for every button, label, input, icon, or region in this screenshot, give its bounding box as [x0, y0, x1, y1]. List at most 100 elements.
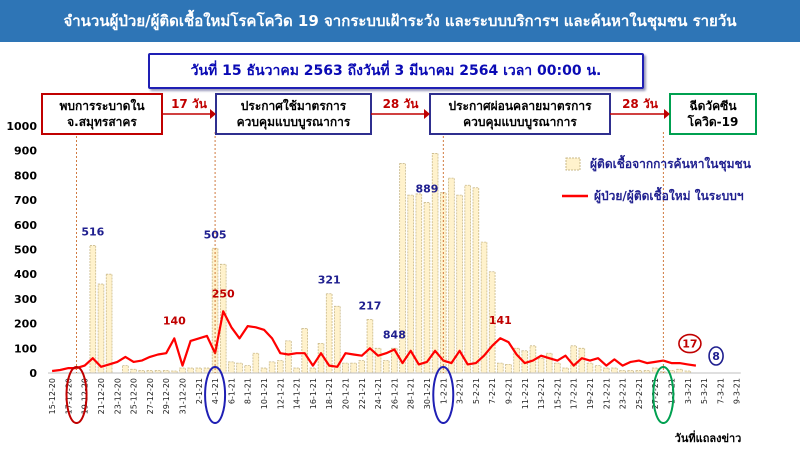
bar	[366, 319, 374, 374]
x-tick-label: 10-1-21	[260, 378, 269, 409]
data-label: 516	[81, 226, 104, 239]
bar	[643, 370, 651, 374]
bar	[179, 367, 186, 374]
page-title: จำนวนผู้ป่วย/ผู้ติดเชื้อใหม่โรคโควิด 19 …	[0, 0, 800, 42]
timeline-event-box	[669, 93, 757, 135]
x-axis-label: วันที่แถลงข่าว	[675, 430, 742, 445]
x-tick-label: 5-3-21	[700, 378, 709, 404]
bar	[562, 367, 569, 374]
bar	[105, 273, 113, 374]
x-tick-label: 19-2-21	[586, 378, 595, 409]
x-tick-label: 17-2-21	[570, 378, 579, 409]
data-label: 321	[318, 274, 341, 287]
bar	[89, 245, 97, 374]
bar	[244, 365, 251, 374]
timeline-event-box	[41, 93, 163, 135]
timeline-event-text: ควบคุมแบบบูรณาการ	[463, 115, 577, 130]
timeline-gap-label: 28 วัน	[622, 97, 659, 111]
x-tick-label: 22-1-21	[358, 378, 367, 409]
bar	[350, 362, 357, 374]
x-tick-label: 9-3-21	[733, 378, 742, 404]
data-label: 217	[358, 299, 381, 312]
bar	[439, 192, 447, 374]
data-label: 17	[682, 338, 697, 351]
bar	[97, 283, 105, 374]
circled-label-ring	[678, 333, 702, 354]
timeline-event-text: พบการระบาดใน	[59, 98, 145, 113]
date-highlight-ellipse	[652, 366, 675, 424]
y-tick-label: 300	[14, 293, 37, 306]
data-label: 250	[212, 287, 235, 300]
data-label: 141	[489, 314, 512, 327]
bar	[545, 352, 553, 374]
x-tick-label: 23-12-20	[113, 378, 122, 414]
data-label: 8	[712, 350, 720, 363]
timeline-event-text: ประกาศใช้มาตรการ	[241, 98, 347, 113]
x-tick-label: 7-3-21	[716, 378, 725, 404]
y-tick-label: 600	[14, 219, 37, 232]
bar	[342, 362, 349, 374]
timeline-arrow-head	[424, 109, 430, 119]
y-tick-label: 0	[29, 367, 37, 380]
data-label: 140	[163, 314, 186, 327]
y-tick-label: 500	[14, 244, 37, 257]
bar	[619, 370, 626, 374]
timeline-event-text: จ.สมุทรสาคร	[67, 115, 137, 130]
bar	[285, 340, 292, 374]
bar	[236, 362, 243, 374]
x-tick-label: 21-2-21	[602, 378, 611, 409]
bar	[122, 365, 129, 374]
bar	[130, 368, 137, 374]
date-highlight-ellipse	[204, 366, 227, 424]
bar	[537, 357, 545, 374]
x-tick-label: 26-1-21	[390, 378, 399, 409]
timeline-gap-label: 28 วัน	[383, 97, 420, 111]
bar	[138, 370, 146, 374]
y-tick-label: 1000	[6, 120, 37, 133]
bar	[407, 194, 414, 374]
bar	[260, 367, 268, 374]
y-tick-label: 200	[14, 318, 37, 331]
data-label: 505	[204, 228, 227, 241]
bar	[195, 367, 203, 374]
bar	[676, 368, 683, 374]
bar	[570, 345, 577, 374]
bar	[423, 202, 431, 374]
x-tick-label: 3-2-21	[456, 378, 465, 404]
x-tick-label: 14-1-21	[293, 378, 302, 409]
x-tick-label: 2-1-21	[195, 378, 204, 404]
legend-line-label: ผู้ป่วย/ผู้ติดเชื้อใหม่ ในระบบฯ	[594, 186, 744, 204]
bar	[464, 184, 472, 374]
x-tick-label: 1-2-21	[439, 378, 448, 404]
x-tick-label: 9-2-21	[504, 378, 513, 404]
bar	[603, 367, 610, 374]
bar	[448, 177, 455, 374]
bar	[472, 187, 480, 374]
timeline-arrow-head	[664, 109, 670, 119]
y-tick-label: 800	[14, 169, 37, 182]
timeline-event-text: ฉีดวัคซีน	[689, 99, 737, 113]
x-tick-label: 25-2-21	[635, 378, 644, 409]
data-label: 848	[383, 328, 406, 341]
x-tick-label: 1-3-21	[667, 378, 676, 404]
bar	[268, 361, 276, 374]
bar	[505, 363, 512, 374]
x-tick-label: 28-1-21	[407, 378, 416, 409]
x-tick-label: 5-2-21	[472, 378, 481, 404]
x-tick-label: 21-12-20	[97, 378, 106, 414]
date-highlight-ellipse	[432, 366, 455, 424]
x-tick-label: 4-1-21	[211, 378, 220, 404]
x-tick-label: 31-12-20	[178, 378, 187, 414]
x-tick-label: 15-2-21	[553, 378, 562, 409]
bar	[456, 194, 463, 374]
bar	[554, 362, 561, 374]
x-tick-label: 7-2-21	[488, 378, 497, 404]
x-tick-label: 27-12-20	[146, 378, 155, 414]
bar	[228, 361, 235, 374]
bar	[276, 360, 284, 374]
timeline-event-text: ประกาศผ่อนคลายมาตรการ	[448, 99, 592, 113]
bar	[611, 367, 618, 374]
bar	[382, 360, 390, 374]
timeline-event-box	[215, 93, 372, 135]
x-tick-label: 11-2-21	[521, 378, 530, 409]
